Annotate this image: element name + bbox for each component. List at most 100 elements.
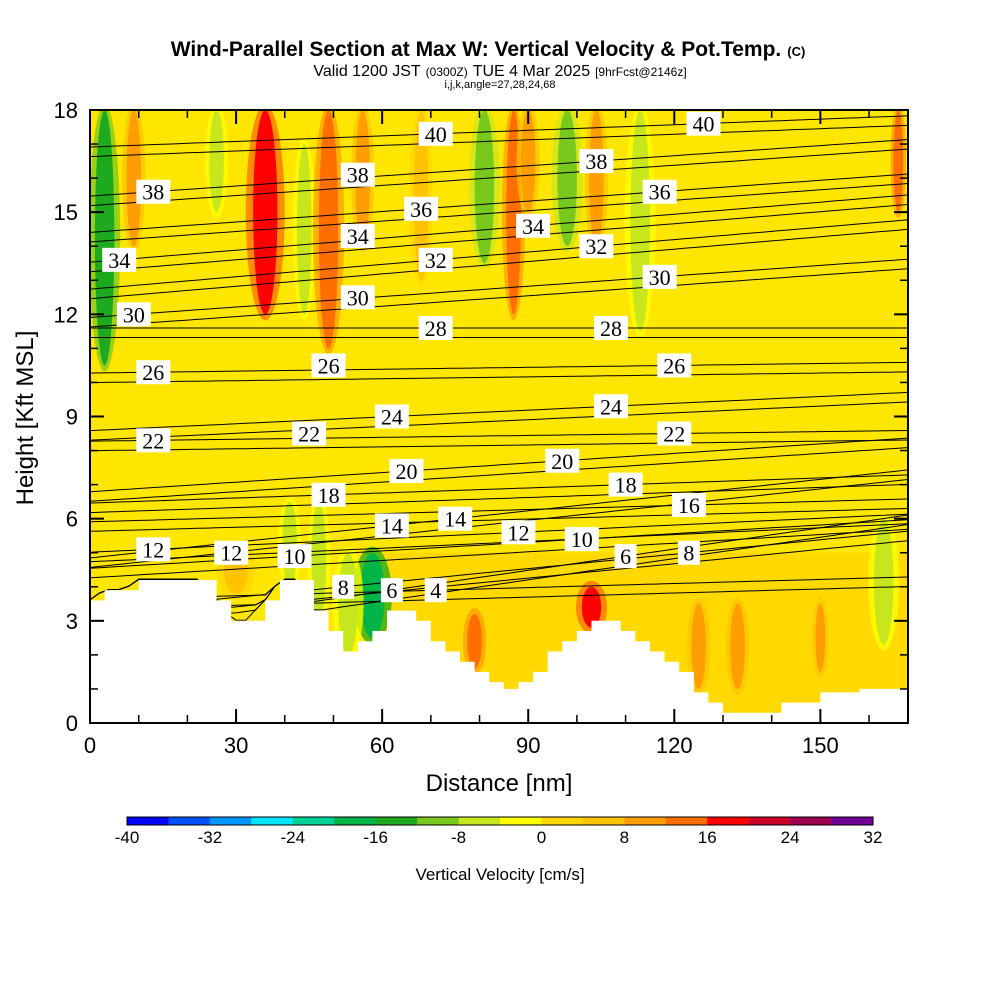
theta-label-text: 18 (615, 473, 637, 498)
theta-label: 24 (374, 404, 409, 430)
x-axis: 0 30 60 90 120 150 (84, 110, 870, 758)
theta-label: 32 (418, 247, 453, 273)
theta-label-box (340, 162, 375, 187)
theta-label-box (332, 574, 355, 599)
theta-label-box (418, 121, 453, 146)
theta-label: 8 (677, 540, 700, 566)
theta-contour-line (90, 173, 908, 233)
theta-label-text: 10 (571, 527, 593, 552)
theta-label-text: 26 (663, 353, 685, 378)
velocity-cell (624, 110, 656, 338)
theta-label-box (657, 421, 692, 446)
velocity-cell-core (581, 586, 602, 628)
theta-label: 36 (404, 196, 439, 222)
velocity-cell-core (209, 110, 224, 213)
theta-label-text: 34 (522, 214, 544, 239)
theta-label-box (614, 544, 637, 569)
theta-label: 26 (657, 353, 692, 378)
x-tick-label: 60 (370, 733, 394, 758)
y-tick-label: 12 (54, 302, 78, 327)
x-tick-label: 30 (224, 733, 248, 758)
velocity-cell-core (94, 110, 115, 366)
theta-label-text: 30 (649, 265, 671, 290)
theta-label-box (340, 224, 375, 249)
theta-label: 22 (292, 421, 327, 447)
theta-label-text: 22 (663, 422, 685, 447)
velocity-cell-core (474, 110, 495, 264)
theta-contour-line (90, 371, 908, 384)
velocity-cell-core (253, 110, 278, 315)
colorbar-tick-label: -32 (198, 828, 223, 847)
colorbar-tick-label: -40 (115, 828, 140, 847)
colorbar-swatch (334, 817, 377, 825)
theta-contour-line (90, 401, 908, 441)
theta-label-box (424, 578, 447, 603)
theta-label-text: 40 (425, 122, 447, 147)
theta-label-text: 16 (678, 493, 700, 518)
theta-label-text: 20 (551, 449, 573, 474)
theta-label-text: 6 (386, 578, 397, 603)
theta-label-text: 22 (142, 428, 164, 453)
theta-contour-line (90, 183, 908, 243)
theta-label: 6 (614, 544, 637, 569)
theta-label-box (677, 540, 700, 565)
theta-label-box (136, 179, 171, 204)
theta-label-box (642, 179, 677, 204)
velocity-field (90, 110, 908, 723)
theta-label: 12 (501, 520, 536, 545)
theta-label-text: 28 (600, 316, 622, 341)
theta-label: 10 (277, 544, 312, 569)
y-tick-label: 0 (66, 711, 78, 736)
velocity-cell-core (360, 552, 385, 638)
x-tick-label: 90 (516, 733, 540, 758)
theta-label-box (686, 111, 721, 136)
colorbar-swatch (582, 817, 625, 825)
theta-label: 38 (340, 162, 375, 188)
theta-label-text: 38 (585, 149, 607, 174)
subtitle-forecast: [9hrFcst@2146z] (595, 65, 687, 79)
theta-label-text: 32 (425, 248, 447, 273)
colorbar-tick-label: 24 (781, 828, 800, 847)
colorbar-tick-label: 16 (698, 828, 717, 847)
theta-label-box (374, 513, 409, 538)
theta-label: 38 (579, 149, 614, 174)
velocity-cell-core (318, 110, 339, 349)
velocity-cell-core (691, 603, 706, 689)
theta-label-box (311, 353, 346, 378)
velocity-cell (575, 580, 608, 634)
theta-label-text: 38 (347, 163, 369, 188)
velocity-cell (725, 597, 750, 695)
velocity-cell (890, 110, 907, 219)
colorbar-tick-label: 8 (620, 828, 629, 847)
theta-label-box (311, 482, 346, 507)
theta-label: 8 (332, 574, 355, 600)
theta-label-text: 40 (693, 112, 715, 137)
velocity-cell (313, 110, 345, 355)
theta-label-text: 4 (430, 578, 441, 603)
theta-label-text: 22 (298, 422, 320, 447)
x-tick-label: 120 (656, 733, 693, 758)
theta-label: 22 (136, 428, 171, 453)
terrain-mask (90, 580, 908, 723)
theta-label-box (501, 520, 536, 545)
velocity-cell-core (589, 110, 604, 247)
theta-contours (90, 115, 908, 621)
theta-label: 30 (116, 302, 151, 327)
x-tick-label: 150 (802, 733, 839, 758)
theta-contour-line (90, 124, 908, 158)
colorbar-swatch (168, 817, 211, 825)
colorbar-swatch (251, 817, 294, 825)
theta-label-text: 8 (683, 541, 694, 566)
theta-contour-line (90, 430, 908, 442)
colorbar-swatch (417, 817, 460, 825)
theta-contour-line (90, 139, 908, 197)
theta-label-text: 8 (338, 575, 349, 600)
theta-label: 20 (389, 458, 424, 484)
velocity-cell (292, 138, 316, 321)
theta-label-text: 34 (347, 224, 369, 249)
colorbar-swatch (624, 817, 667, 825)
theta-contour-line (90, 391, 908, 432)
theta-label-text: 36 (410, 197, 432, 222)
y-tick-label: 18 (54, 98, 78, 123)
velocity-cell-core (467, 614, 482, 669)
